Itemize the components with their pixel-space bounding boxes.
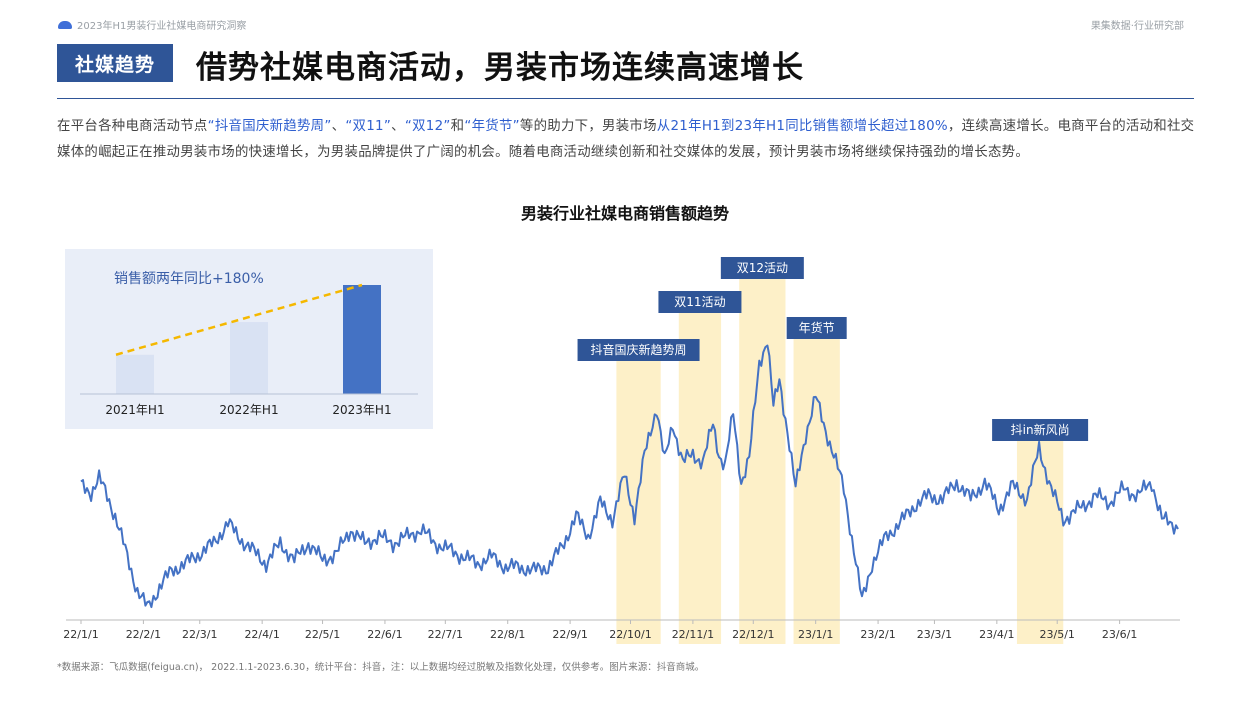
- x-tick-label: 22/2/1: [126, 628, 161, 641]
- annotation-band: [739, 258, 786, 644]
- desc-quote-d12: “双12”: [404, 119, 451, 134]
- x-tick-label: 22/8/1: [490, 628, 525, 641]
- desc-and: 和: [450, 119, 465, 134]
- desc-part: 在平台各种电商活动节点: [57, 119, 208, 134]
- annotation-band: [793, 318, 840, 644]
- annotation-label-box: [992, 419, 1089, 441]
- top-bar: 2023年H1男装行业社媒电商研究洞察 果集数据·行业研究部: [58, 13, 1188, 33]
- inset-category-label: 2022年H1: [219, 403, 278, 417]
- doc-title-text: 2023年H1男装行业社媒电商研究洞察: [77, 21, 247, 32]
- description-paragraph: 在平台各种电商活动节点“抖音国庆新趋势周”、“双11”、“双12”和“年货节”等…: [57, 114, 1195, 166]
- annotation-label-box: [577, 339, 700, 361]
- chart-title: 男装行业社媒电商销售额趋势: [520, 204, 729, 223]
- inset-category-label: 2023年H1: [332, 403, 391, 417]
- annotation-label-box: [720, 257, 804, 279]
- desc-highlight: 从21年H1到23年H1同比销售额增长超过180%: [656, 119, 948, 134]
- x-tick-label: 22/7/1: [428, 628, 463, 641]
- inset-bar: [230, 322, 268, 394]
- x-tick-label: 22/1/1: [63, 628, 98, 641]
- desc-quote-nianhuo: “年货节”: [464, 119, 520, 134]
- sales-series-line: [80, 344, 1179, 609]
- annotation-label: 双12活动: [737, 261, 788, 275]
- x-tick-label: 23/1/1: [798, 628, 833, 641]
- x-tick-label: 22/9/1: [552, 628, 587, 641]
- desc-part: 等的助力下，男装市场: [519, 119, 657, 134]
- x-tick-label: 23/6/1: [1102, 628, 1137, 641]
- x-tick-label: 22/3/1: [182, 628, 217, 641]
- annotation-label-box: [786, 317, 847, 339]
- x-tick-label: 22/5/1: [305, 628, 340, 641]
- annotation-label-box: [658, 291, 742, 313]
- desc-sep: 、: [391, 119, 405, 134]
- x-tick-label: 22/12/1: [732, 628, 774, 641]
- x-tick-label: 23/5/1: [1040, 628, 1075, 641]
- annotation-label: 抖音国庆新趋势周: [591, 342, 687, 357]
- desc-sep: 、: [331, 119, 346, 134]
- header-divider: [57, 98, 1194, 99]
- source-brand: 果集数据·行业研究部: [1090, 21, 1184, 32]
- page-headline: 借势社媒电商活动，男装市场连续高速增长: [196, 50, 804, 86]
- desc-part: ，连续高速增长。电商平台的活动和社交媒体的崛起正在推动男装市场的快速增长，为男装…: [57, 119, 1195, 160]
- x-tick-label: 22/6/1: [367, 628, 402, 641]
- inset-trend-line: [115, 283, 363, 356]
- desc-quote-guoqing: “抖音国庆新趋势周”: [207, 119, 332, 134]
- annotation-label: 抖in新风尚: [1011, 422, 1070, 437]
- section-tag: 社媒趋势: [57, 44, 173, 82]
- desc-quote-d11: “双11”: [345, 119, 392, 134]
- annotation-label: 双11活动: [674, 295, 725, 309]
- x-tick-label: 23/2/1: [860, 628, 895, 641]
- x-tick-label: 23/4/1: [979, 628, 1014, 641]
- doc-title: 2023年H1男装行业社媒电商研究洞察: [58, 17, 246, 32]
- inset-category-label: 2021年H1: [105, 403, 164, 417]
- inset-bar-chart: 销售额两年同比+180% 2021年H1 2022年H1 2023年H1: [65, 249, 433, 429]
- inset-bar: [343, 285, 381, 394]
- annotation-label: 年货节: [799, 320, 835, 335]
- x-tick-label: 22/4/1: [244, 628, 279, 641]
- cloud-logo-icon: [58, 20, 72, 29]
- x-tick-label: 22/10/1: [609, 628, 651, 641]
- inset-bar: [116, 354, 154, 394]
- inset-title: 销售额两年同比+180%: [114, 271, 264, 287]
- x-tick-label: 22/11/1: [672, 628, 714, 641]
- source-note: *数据来源：飞瓜数据(feigua.cn)， 2022.1.1-2023.6.3…: [57, 662, 705, 673]
- x-tick-label: 23/3/1: [917, 628, 952, 641]
